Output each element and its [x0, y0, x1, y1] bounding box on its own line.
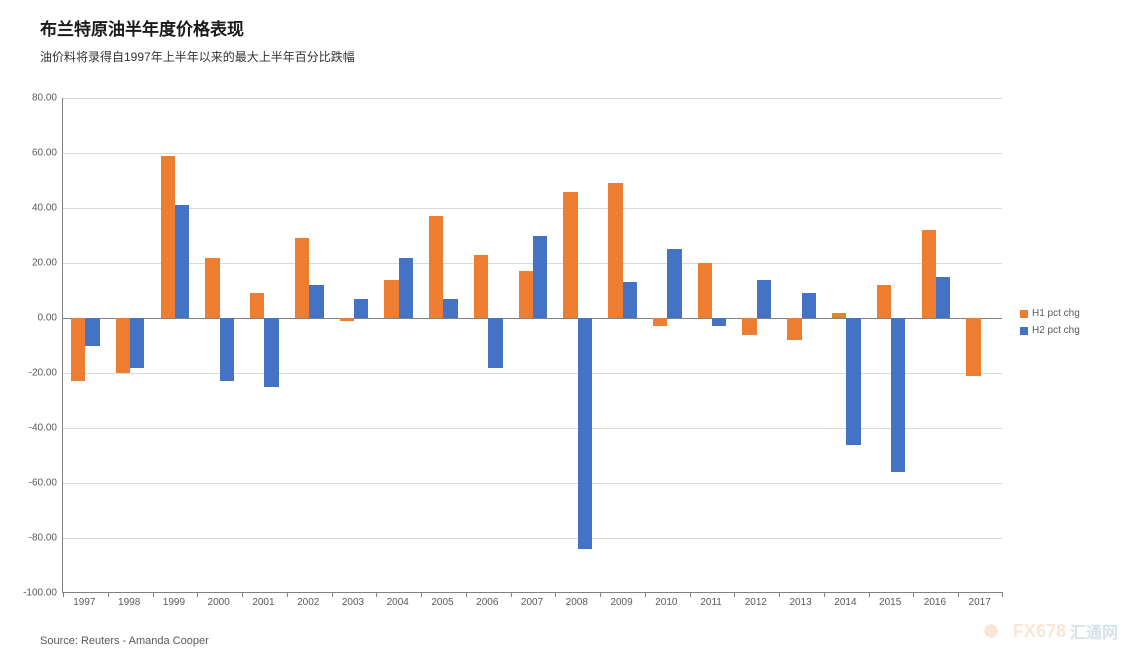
bar-h2	[623, 282, 637, 318]
bar-h1	[653, 318, 667, 326]
bar-h2	[667, 249, 681, 318]
y-axis-label: 80.00	[32, 93, 57, 104]
bar-h1	[340, 318, 354, 321]
bar-h2	[130, 318, 144, 368]
x-tick	[1002, 592, 1003, 597]
x-axis-label: 2000	[196, 597, 241, 617]
x-axis-label: 2015	[868, 597, 913, 617]
x-axis-label: 2009	[599, 597, 644, 617]
bar-h2	[309, 285, 323, 318]
bar-h2	[846, 318, 860, 445]
y-axis-label: -80.00	[29, 533, 57, 544]
bar-h2	[354, 299, 368, 318]
bar-h2	[712, 318, 726, 326]
x-axis-label: 2016	[913, 597, 958, 617]
x-axis-label: 2014	[823, 597, 868, 617]
bar-h1	[608, 183, 622, 318]
x-axis-label: 2010	[644, 597, 689, 617]
bar-h1	[519, 271, 533, 318]
bar-h2	[264, 318, 278, 387]
x-axis-label: 1998	[107, 597, 152, 617]
y-axis-label: -100.00	[23, 588, 57, 599]
x-axis-label: 2011	[689, 597, 734, 617]
bar-h1	[698, 263, 712, 318]
bar-h1	[295, 238, 309, 318]
bar-h2	[802, 293, 816, 318]
watermark-fx: FX678	[1013, 621, 1066, 642]
bar-h2	[399, 258, 413, 319]
bar-h2	[891, 318, 905, 472]
x-axis-label: 2007	[510, 597, 555, 617]
y-axis-label: 0.00	[38, 313, 57, 324]
x-axis-label: 2013	[778, 597, 823, 617]
y-axis-label: -60.00	[29, 478, 57, 489]
bar-h2	[757, 280, 771, 319]
x-axis-label: 2002	[286, 597, 331, 617]
legend-item-h1: H1 pct chg	[1020, 308, 1080, 319]
bar-h1	[966, 318, 980, 376]
bar-h1	[205, 258, 219, 319]
legend: H1 pct chg H2 pct chg	[1020, 308, 1080, 342]
bar-h1	[563, 192, 577, 319]
bar-h1	[71, 318, 85, 381]
x-axis-label: 2008	[554, 597, 599, 617]
bar-h1	[161, 156, 175, 318]
bar-h1	[250, 293, 264, 318]
bar-h1	[877, 285, 891, 318]
bar-h2	[443, 299, 457, 318]
bar-h1	[384, 280, 398, 319]
x-axis-label: 2006	[465, 597, 510, 617]
x-axis-label: 1997	[62, 597, 107, 617]
legend-label-h1: H1 pct chg	[1032, 308, 1080, 319]
bar-h2	[488, 318, 502, 368]
x-axis-label: 2005	[420, 597, 465, 617]
x-axis-label: 2012	[733, 597, 778, 617]
bar-h1	[922, 230, 936, 318]
y-axis-label: 20.00	[32, 258, 57, 269]
x-axis-label: 2001	[241, 597, 286, 617]
bar-h2	[85, 318, 99, 346]
bar-h1	[742, 318, 756, 335]
legend-swatch-h1	[1020, 310, 1028, 318]
chart-title: 布兰特原油半年度价格表现	[40, 15, 244, 40]
chart-area: 80.0060.0040.0020.000.00-20.00-40.00-60.…	[62, 98, 1002, 593]
watermark-cn: 汇通网	[1070, 619, 1118, 643]
bar-h2	[220, 318, 234, 381]
y-axis-label: 40.00	[32, 203, 57, 214]
x-axis-label: 2004	[375, 597, 420, 617]
bar-h1	[429, 216, 443, 318]
y-axis-label: -20.00	[29, 368, 57, 379]
legend-label-h2: H2 pct chg	[1032, 325, 1080, 336]
y-axis-label: -40.00	[29, 423, 57, 434]
bars-container	[63, 98, 1002, 592]
y-axis-label: 60.00	[32, 148, 57, 159]
x-axis-label: 1999	[152, 597, 197, 617]
x-axis-label: 2003	[331, 597, 376, 617]
bar-h1	[474, 255, 488, 318]
watermark-flower-icon	[975, 615, 1007, 647]
bar-h2	[936, 277, 950, 318]
legend-item-h2: H2 pct chg	[1020, 325, 1080, 336]
plot-area: 80.0060.0040.0020.000.00-20.00-40.00-60.…	[62, 98, 1002, 593]
bar-h2	[175, 205, 189, 318]
x-axis-label: 2017	[957, 597, 1002, 617]
bar-h1	[116, 318, 130, 373]
legend-swatch-h2	[1020, 327, 1028, 335]
source-attribution: Source: Reuters - Amanda Cooper	[40, 635, 209, 647]
bar-h1	[787, 318, 801, 340]
watermark: FX678 汇通网	[975, 615, 1118, 647]
chart-subtitle: 油价料将录得自1997年上半年以来的最大上半年百分比跌幅	[40, 48, 355, 65]
x-axis-labels: 1997199819992000200120022003200420052006…	[62, 597, 1002, 617]
bar-h1	[832, 313, 846, 319]
bar-h2	[578, 318, 592, 549]
bar-h2	[533, 236, 547, 319]
